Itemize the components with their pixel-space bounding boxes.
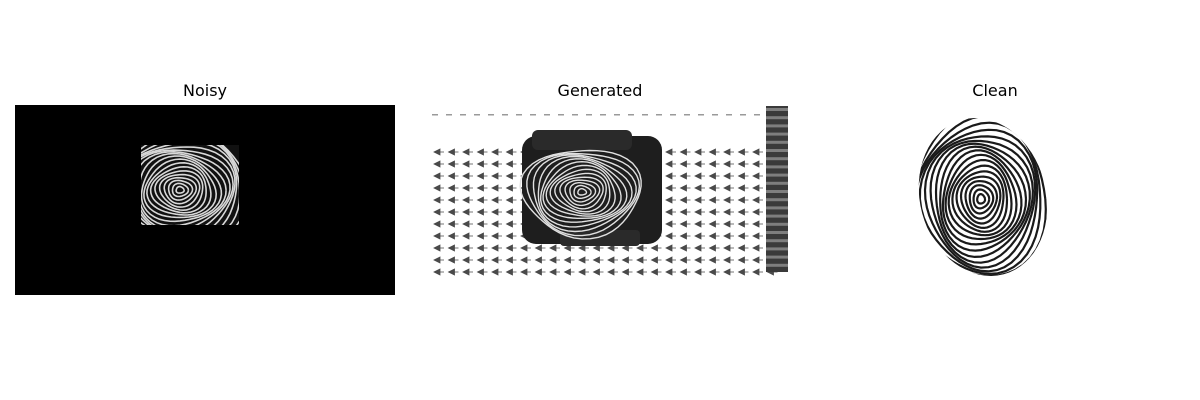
clean-title: Clean xyxy=(972,81,1018,100)
clean-image xyxy=(905,115,1075,285)
generated-image xyxy=(410,100,795,290)
generated-title: Generated xyxy=(557,81,643,100)
noisy-image xyxy=(15,105,395,295)
noisy-title: Noisy xyxy=(182,81,227,100)
